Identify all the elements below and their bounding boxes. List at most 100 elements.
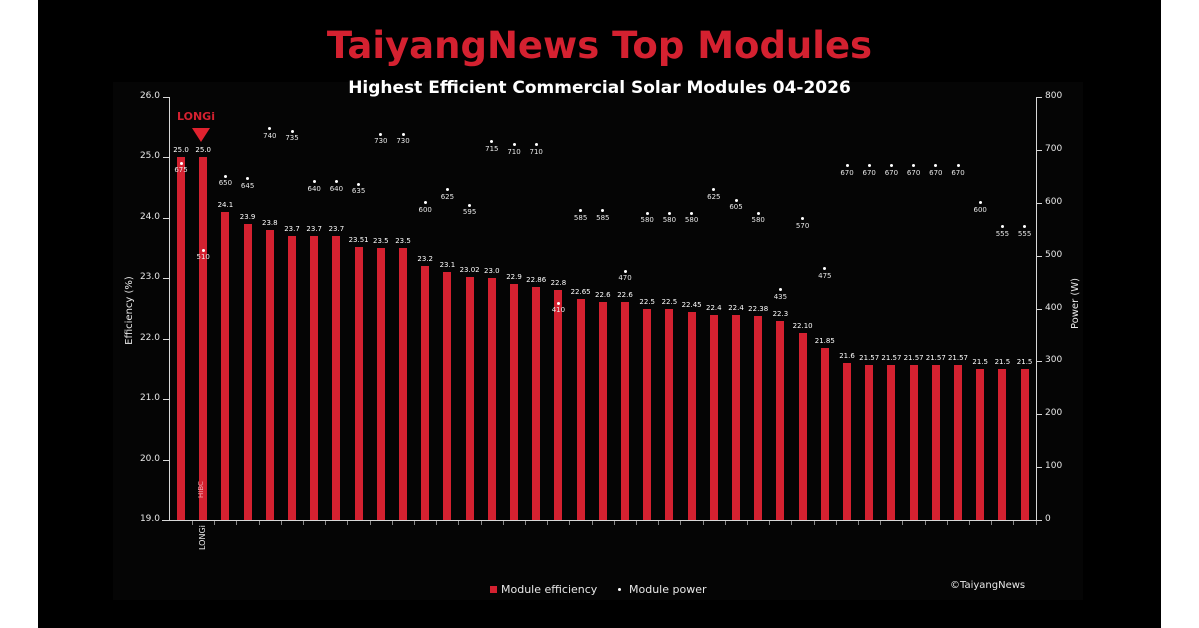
power-point [912,164,916,168]
left-tick-label: 21.0 [139,393,160,404]
efficiency-bar [998,368,1007,520]
efficiency-bar [643,308,652,520]
power-point [690,211,694,215]
efficiency-bar [687,311,696,520]
power-value-label: 595 [462,208,477,217]
power-point [801,217,805,221]
tick-mark [1036,255,1042,257]
left-tick-label: 24.0 [139,211,160,222]
efficiency-value-label: 23.2 [417,255,433,264]
efficiency-value-label: 21.5 [994,357,1011,366]
efficiency-value-label: 23.8 [262,218,278,227]
x-tick [902,521,904,525]
x-tick [813,521,815,525]
efficiency-bar [443,272,452,520]
efficiency-value-label: 21.5 [972,357,988,366]
power-value-label: 580 [751,216,765,225]
x-tick [214,521,216,525]
efficiency-bar [665,308,674,520]
x-tick [946,521,948,525]
efficiency-value-label: 21.57 [947,353,969,362]
efficiency-bar [909,364,918,520]
power-value-label: 650 [218,179,233,188]
right-tick-label: 500 [1045,249,1063,260]
x-tick [236,521,238,525]
efficiency-value-label: 21.57 [881,353,902,362]
chart-subtitle: Highest Efficient Commercial Solar Modul… [348,78,851,98]
power-value-label: 670 [840,168,854,177]
x-tick [991,521,993,525]
y-axis-label-power: Power (W) [1070,277,1082,330]
tick-mark [1036,467,1042,469]
efficiency-value-label: 22.8 [550,279,567,288]
power-point [1023,225,1027,229]
right-tick-label: 800 [1045,91,1063,101]
power-value-label: 510 [196,253,210,262]
x-tick [613,521,615,525]
tick-mark [163,459,169,461]
efficiency-value-label: 21.57 [903,353,924,362]
efficiency-value-label: 25.0 [173,146,189,155]
power-point [734,198,738,202]
tick-mark [1036,308,1042,310]
efficiency-bar [954,364,962,520]
dot-marker-icon [618,588,621,591]
power-value-label: 585 [596,213,610,222]
efficiency-value-label: 22.6 [617,291,633,300]
power-point [445,188,449,192]
power-point [579,209,583,213]
power-point [179,161,183,165]
legend-efficiency-label: Module efficiency [501,583,598,596]
efficiency-bar [931,364,940,520]
tick-mark [163,278,169,280]
power-value-label: 670 [951,168,965,177]
x-tick [591,521,593,525]
left-tick-label: 23.0 [139,272,160,283]
power-value-label: 580 [684,216,699,225]
efficiency-bar [310,235,319,520]
left-tick-label: 22.0 [139,332,160,343]
efficiency-bar [798,332,807,520]
power-value-label: 555 [995,229,1010,238]
power-point [512,143,516,147]
power-point [889,164,893,168]
power-value-label: 410 [551,306,566,315]
efficiency-value-label: 23.7 [328,224,345,233]
efficiency-bar [487,278,496,520]
power-value-label: 670 [862,168,876,177]
efficiency-value-label: 21.6 [839,351,855,360]
power-point [845,164,849,168]
power-value-label: 640 [307,184,321,193]
power-value-label: 625 [440,192,455,201]
right-tick-label: 0 [1045,514,1051,524]
power-point [468,203,472,207]
power-value-label: 740 [263,131,277,140]
efficiency-value-label: 22.9 [506,273,522,282]
power-value-label: 710 [507,147,521,156]
power-point [623,269,627,273]
legend-efficiency: Module efficiency [490,583,597,596]
power-value-label: 625 [707,192,721,201]
power-point [534,143,538,147]
efficiency-bar [199,157,208,520]
power-point [712,188,716,192]
tick-mark [1036,520,1042,521]
efficiency-bar [576,299,585,520]
efficiency-bar [732,314,740,520]
power-point [978,201,982,205]
efficiency-bar [865,364,874,520]
right-tick-label: 200 [1045,408,1063,419]
efficiency-bar [510,284,518,520]
efficiency-value-label: 24.1 [217,200,234,209]
x-tick [1013,521,1015,525]
efficiency-bar [887,364,896,520]
efficiency-bar [554,290,563,520]
x-axis [162,520,1042,521]
efficiency-bar [399,248,407,520]
left-tick-label: 26.0 [139,91,160,101]
efficiency-value-label: 23.5 [395,237,411,246]
efficiency-bar [243,223,252,520]
efficiency-value-label: 22.65 [570,288,591,297]
efficiency-value-label: 23.7 [306,224,322,233]
efficiency-value-label: 22.4 [706,303,722,312]
